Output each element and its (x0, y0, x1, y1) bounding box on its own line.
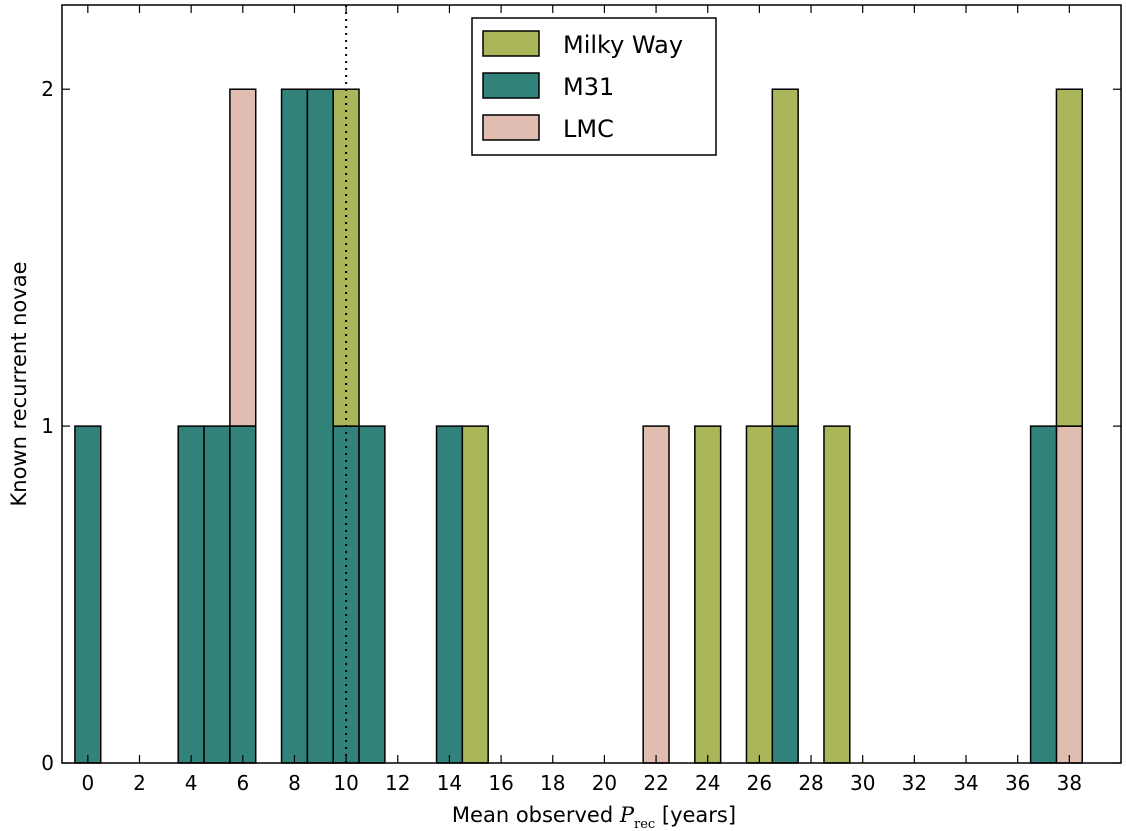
bar-milky-way-26 (745, 425, 774, 764)
x-tick-label: 36 (1005, 771, 1030, 795)
legend-swatch-milky-way (482, 30, 540, 57)
y-axis-label: Known recurrent novae (7, 262, 31, 507)
y-tick-label: 1 (41, 414, 54, 438)
bar-m31-5 (203, 425, 231, 764)
legend-label-m31: M31 (563, 73, 614, 101)
bar-milky-way-27 (771, 88, 799, 427)
legend: Milky Way M31 LMC (471, 17, 717, 156)
bar-m31-8 (280, 88, 309, 764)
bar-lmc-38 (1055, 425, 1084, 764)
legend-swatch-lmc (482, 114, 540, 141)
x-tick-label: 8 (288, 771, 301, 795)
x-tick-label: 34 (953, 771, 978, 795)
x-tick-label: 4 (185, 771, 198, 795)
x-tick-label: 20 (592, 771, 617, 795)
bar-m31-27 (771, 425, 799, 764)
x-tick-label: 26 (747, 771, 772, 795)
x-tick-label: 24 (695, 771, 720, 795)
bar-m31-4 (177, 425, 205, 764)
bar-m31-6 (229, 425, 257, 764)
y-tick-label: 0 (41, 751, 54, 775)
bar-lmc-22 (642, 425, 670, 764)
x-tick-label: 6 (236, 771, 249, 795)
bars-group (74, 88, 1084, 764)
x-axis-label: Mean observed Prec [years] (452, 803, 736, 831)
legend-label-milky-way: Milky Way (563, 31, 683, 59)
bar-m31-0 (74, 425, 102, 764)
bar-m31-37 (1029, 425, 1058, 764)
x-tick-label: 0 (81, 771, 94, 795)
x-axis-label-subscript: rec (634, 817, 655, 831)
bar-m31-11 (358, 425, 386, 764)
x-tick-label: 30 (850, 771, 875, 795)
x-axis-label-symbol: P (619, 803, 635, 827)
x-axis-label-prefix: Mean observed (452, 803, 613, 827)
x-tick-label: 12 (385, 771, 410, 795)
legend-label-lmc: LMC (563, 115, 614, 143)
x-tick-label: 38 (1057, 771, 1082, 795)
legend-swatch-m31 (482, 72, 540, 99)
y-tick-label: 2 (41, 77, 54, 101)
x-axis-label-unit: [years] (662, 803, 736, 827)
plot-frame (61, 4, 1122, 764)
bar-milky-way-15 (461, 425, 489, 764)
bar-m31-9 (306, 88, 334, 764)
bar-milky-way-38 (1055, 88, 1084, 427)
bar-m31-14 (435, 425, 464, 764)
bar-milky-way-29 (823, 425, 851, 764)
x-tick-label: 28 (798, 771, 823, 795)
x-tick-label: 14 (437, 771, 462, 795)
bar-lmc-6 (229, 88, 257, 427)
y-axis-ticks: 0 1 2 (41, 77, 1121, 775)
x-tick-label: 10 (333, 771, 358, 795)
x-axis-ticks: 0 2 4 6 8 10 12 14 16 18 20 22 24 26 28 30 32 34 36 38 (81, 5, 1082, 795)
x-tick-label: 16 (488, 771, 513, 795)
x-tick-label: 2 (133, 771, 146, 795)
x-tick-label: 32 (902, 771, 927, 795)
x-tick-label: 18 (540, 771, 565, 795)
x-tick-label: 22 (643, 771, 668, 795)
bar-milky-way-24 (694, 425, 722, 764)
